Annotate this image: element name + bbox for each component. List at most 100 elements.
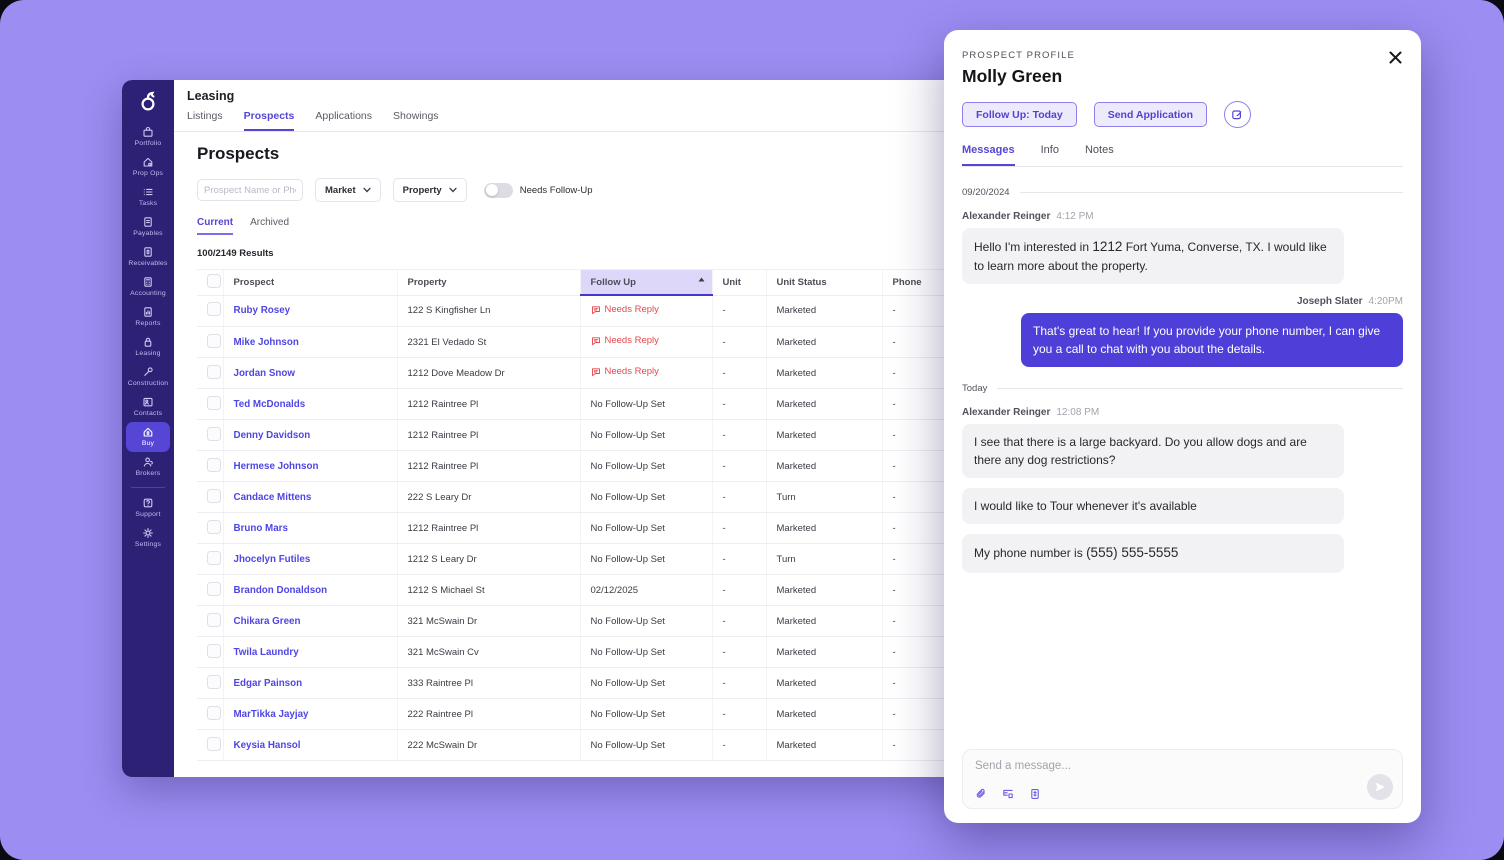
- unit-status-cell: Marketed: [766, 698, 883, 730]
- close-icon[interactable]: [1384, 46, 1406, 68]
- entity-highlight: 1212: [1092, 239, 1123, 254]
- row-checkbox[interactable]: [207, 736, 221, 751]
- compose-wrap: [944, 749, 1421, 823]
- prospect-name-link[interactable]: Chikara Green: [233, 615, 301, 627]
- prospect-name-link[interactable]: Edgar Painson: [233, 677, 303, 689]
- row-checkbox[interactable]: [207, 333, 221, 348]
- property-cell: 2321 El Vedado St: [397, 326, 581, 358]
- panel-tab-messages[interactable]: Messages: [962, 144, 1015, 166]
- row-checkbox[interactable]: [207, 705, 221, 720]
- row-checkbox[interactable]: [207, 457, 221, 472]
- app-logo[interactable]: [122, 80, 174, 122]
- market-dropdown-label: Market: [325, 184, 356, 196]
- row-checkbox[interactable]: [207, 488, 221, 503]
- market-dropdown[interactable]: Market: [315, 178, 381, 202]
- subtab-archived[interactable]: Archived: [250, 217, 290, 228]
- unit-status-cell: Marketed: [766, 574, 883, 606]
- row-checkbox[interactable]: [207, 302, 221, 317]
- sidebar-item-label: Receivables: [128, 260, 168, 267]
- message-received: Alexander Reinger 4:12 PM Hello I'm intere…: [962, 211, 1403, 285]
- edit-prospect-button[interactable]: [1224, 101, 1252, 128]
- sidebar-item-label: Payables: [133, 230, 163, 237]
- select-all-checkbox[interactable]: [207, 273, 221, 288]
- property-cell: 1212 Raintree Pl: [397, 419, 581, 451]
- receivables-icon: [142, 246, 154, 258]
- follow-up-cell: 02/12/2025: [580, 574, 713, 606]
- tab-listings[interactable]: Listings: [187, 110, 223, 122]
- tab-showings[interactable]: Showings: [393, 110, 439, 122]
- panel-tab-info[interactable]: Info: [1040, 144, 1059, 156]
- panel-actions: Follow Up: Today Send Application: [962, 101, 1403, 128]
- filter-row: Market Property Needs Follow-Up: [197, 178, 1382, 202]
- prospect-name-link[interactable]: Mike Johnson: [233, 336, 299, 348]
- row-checkbox[interactable]: [207, 643, 221, 658]
- sidebar-item-buy[interactable]: Buy: [126, 422, 170, 452]
- row-checkbox[interactable]: [207, 519, 221, 534]
- message-received: Alexander Reinger 12:08 PM I see that ther…: [962, 407, 1403, 479]
- prospect-name-link[interactable]: Brandon Donaldson: [233, 584, 328, 596]
- prospect-name-link[interactable]: Bruno Mars: [233, 522, 288, 534]
- tab-applications[interactable]: Applications: [315, 110, 373, 122]
- prospect-name-link[interactable]: MarTikka Jayjay: [233, 708, 309, 720]
- row-checkbox[interactable]: [207, 581, 221, 596]
- prospect-name-link[interactable]: Ted McDonalds: [233, 398, 306, 410]
- tab-prospects[interactable]: Prospects: [243, 110, 295, 131]
- prospect-name-link[interactable]: Twila Laundry: [233, 646, 299, 658]
- column-header-prospect[interactable]: Prospect: [223, 269, 398, 296]
- row-checkbox[interactable]: [207, 364, 221, 379]
- prospect-name-link[interactable]: Keysia Hansol: [233, 739, 301, 751]
- sidebar-item-receivables[interactable]: Receivables: [126, 242, 170, 272]
- row-checkbox[interactable]: [207, 674, 221, 689]
- prospect-name-link[interactable]: Denny Davidson: [233, 429, 311, 441]
- prospect-name-link[interactable]: Ruby Rosey: [233, 305, 291, 317]
- unit-status-cell: Marketed: [766, 729, 883, 761]
- follow-up-button[interactable]: Follow Up: Today: [962, 102, 1077, 127]
- message-bubble: I would like to Tour whenever it's avail…: [962, 488, 1344, 525]
- sidebar-item-settings[interactable]: Settings: [126, 523, 170, 553]
- column-header-unit[interactable]: Unit: [712, 269, 767, 296]
- column-header-property[interactable]: Property: [397, 269, 581, 296]
- sidebar-item-portfolio[interactable]: Portfolio: [126, 122, 170, 152]
- prospect-name-link[interactable]: Jhocelyn Futiles: [233, 553, 311, 565]
- search-input[interactable]: [197, 179, 303, 201]
- date-label: 09/20/2024: [962, 187, 1010, 198]
- column-header-follow-up[interactable]: Follow Up: [580, 269, 713, 296]
- sidebar-item-support[interactable]: Support: [126, 493, 170, 523]
- row-checkbox[interactable]: [207, 395, 221, 410]
- row-checkbox[interactable]: [207, 426, 221, 441]
- message-meta: Alexander Reinger 4:12 PM: [962, 211, 1403, 222]
- sidebar-item-prop-ops[interactable]: Prop Ops: [126, 152, 170, 182]
- subtab-current[interactable]: Current: [197, 217, 234, 235]
- payment-doc-icon[interactable]: [1029, 788, 1041, 800]
- sidebar-item-tasks[interactable]: Tasks: [126, 182, 170, 212]
- follow-up-cell: No Follow-Up Set: [580, 388, 713, 420]
- prospect-name-link[interactable]: Jordan Snow: [233, 367, 296, 379]
- sidebar-item-leasing[interactable]: Leasing: [126, 332, 170, 362]
- follow-up-cell: No Follow-Up Set: [580, 481, 713, 513]
- sidebar-item-contacts[interactable]: Contacts: [126, 392, 170, 422]
- column-header-unit-status[interactable]: Unit Status: [766, 269, 883, 296]
- row-checkbox[interactable]: [207, 550, 221, 565]
- panel-tab-notes[interactable]: Notes: [1084, 144, 1114, 156]
- send-application-button[interactable]: Send Application: [1093, 102, 1208, 127]
- row-checkbox[interactable]: [207, 612, 221, 627]
- template-icon[interactable]: [1002, 788, 1014, 800]
- needs-follow-up-toggle[interactable]: [483, 182, 513, 198]
- sidebar-item-construction[interactable]: Construction: [126, 362, 170, 392]
- sidebar-item-label: Contacts: [133, 410, 163, 417]
- sidebar-item-brokers[interactable]: Brokers: [126, 452, 170, 482]
- unit-cell: -: [712, 512, 767, 544]
- follow-up-cell: No Follow-Up Set: [580, 698, 713, 730]
- prospect-name-link[interactable]: Hermese Johnson: [233, 460, 319, 472]
- support-icon: [142, 497, 154, 509]
- sidebar-item-reports[interactable]: Reports: [126, 302, 170, 332]
- prospect-name-link[interactable]: Candace Mittens: [233, 491, 312, 503]
- property-dropdown[interactable]: Property: [392, 178, 467, 202]
- attachment-icon[interactable]: [975, 788, 987, 800]
- edit-icon: [1232, 110, 1242, 120]
- message-input[interactable]: [975, 760, 1356, 782]
- sidebar-item-accounting[interactable]: Accounting: [126, 272, 170, 302]
- sidebar-item-payables[interactable]: Payables: [126, 212, 170, 242]
- panel-tabs: Messages Info Notes: [962, 144, 1403, 167]
- send-button[interactable]: [1367, 774, 1393, 800]
